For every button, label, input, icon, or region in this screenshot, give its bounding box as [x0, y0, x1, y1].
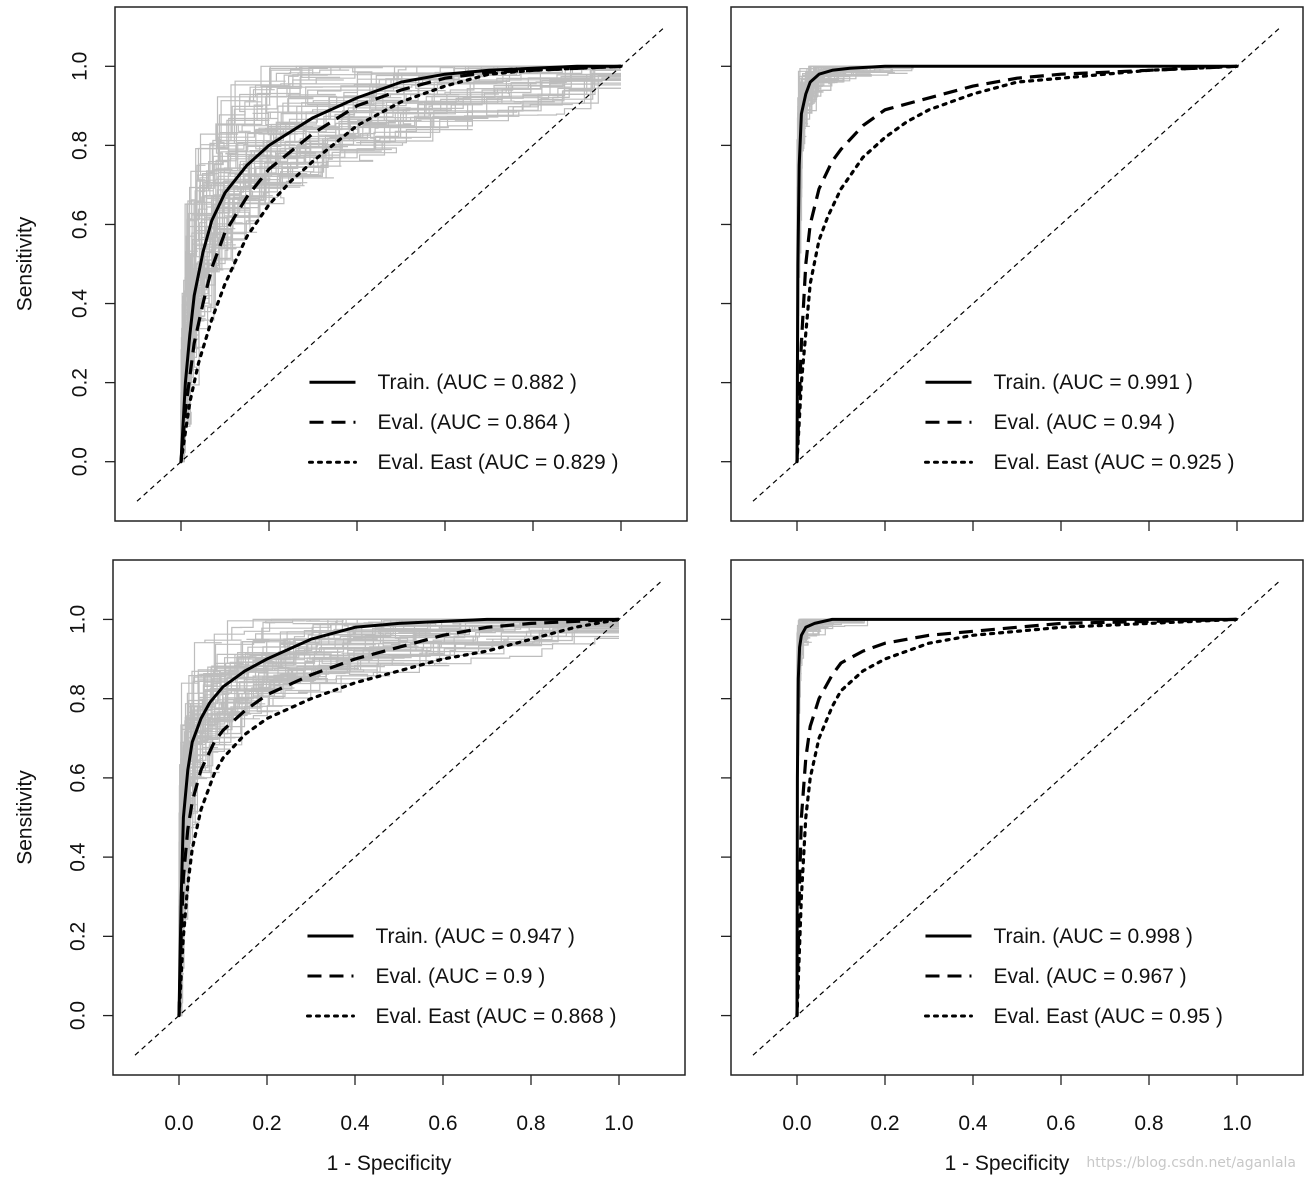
panel-bottom-left: 0.0 0.0 0.2 0.2 0.4 0.4 0.6 0.6 0.8 0.8 1.0 1.0 1 - …	[14, 559, 686, 1175]
panel-top-right: Train. (AUC = 0.991 ) Eval. (AUC = 0.94 )…	[721, 6, 1304, 531]
series-line-dotted	[179, 64, 623, 464]
bootstrap-curve	[180, 69, 621, 462]
x-tick-label: 0.4	[958, 1112, 988, 1135]
diagonal-reference-line	[134, 579, 664, 1056]
y-tick-label: 0.4	[67, 842, 90, 872]
plot-area	[752, 579, 1282, 1056]
legend-label: Eval. East (AUC = 0.95 )	[993, 1005, 1222, 1028]
bootstrap-curve	[180, 74, 621, 463]
legend-label: Train. (AUC = 0.991 )	[993, 371, 1192, 394]
legend-label: Eval. East (AUC = 0.829 )	[377, 451, 618, 474]
y-tick-label: 0.4	[69, 289, 92, 319]
x-tick-label: 1.0	[1222, 1112, 1251, 1135]
x-tick-label: 0.0	[782, 1112, 811, 1135]
legend: Train. (AUC = 0.991 ) Eval. (AUC = 0.94 )…	[923, 371, 1235, 474]
plot-area	[752, 26, 1282, 502]
legend-label: Eval. (AUC = 0.9 )	[375, 965, 545, 988]
series-line-dashed	[795, 617, 1238, 1016]
x-tick-label: 0.6	[428, 1112, 457, 1135]
x-axis-title: 1 - Specificity	[327, 1152, 452, 1175]
legend: Train. (AUC = 0.998 ) Eval. (AUC = 0.967 …	[923, 925, 1223, 1028]
legend-label: Eval. (AUC = 0.94 )	[993, 411, 1174, 434]
y-tick-label: 0.0	[69, 447, 92, 476]
y-tick-label: 1.0	[69, 52, 92, 81]
x-tick-label: 0.2	[870, 1112, 899, 1135]
x-tick-label: 1.0	[604, 1112, 633, 1135]
bootstrap-curve	[180, 65, 621, 462]
x-tick-label: 0.8	[1134, 1112, 1163, 1135]
x-tick-label: 0.2	[252, 1112, 281, 1135]
diagonal-reference-line	[752, 26, 1282, 502]
series-line-solid	[795, 64, 1237, 462]
y-tick-label: 1.0	[67, 605, 90, 634]
series-line-dashed	[177, 617, 620, 1016]
y-tick-label: 0.8	[69, 131, 92, 160]
legend-label: Train. (AUC = 0.998 )	[993, 925, 1192, 948]
bootstrap-curve	[181, 78, 621, 463]
x-tick-label: 0.4	[340, 1112, 370, 1135]
legend-label: Eval. (AUC = 0.864 )	[377, 411, 570, 434]
legend-label: Train. (AUC = 0.947 )	[375, 925, 574, 948]
series-line-solid	[795, 617, 1237, 1016]
watermark: https://blog.csdn.net/aganlala	[1086, 1155, 1296, 1171]
series-line-solid	[179, 64, 621, 462]
legend: Train. (AUC = 0.947 ) Eval. (AUC = 0.9 ) E…	[305, 925, 617, 1028]
diagonal-reference-line	[752, 579, 1282, 1056]
bootstrap-curve	[179, 637, 619, 1017]
panel-bottom-right: 0.0 0.2 0.4 0.6 0.8 1.0 1 - Specificity Train. …	[721, 559, 1304, 1175]
plot-area	[134, 579, 664, 1056]
panel-top-left: 0.0 0.2 0.4 0.6 0.8 1.0 Sensitivity Train. (AUC…	[14, 6, 688, 531]
x-tick-label: 0.0	[164, 1112, 193, 1135]
bootstrap-curve	[178, 618, 619, 1016]
y-tick-label: 0.0	[67, 1001, 90, 1030]
y-tick-label: 0.6	[67, 763, 90, 792]
y-axis-title: Sensitivity	[14, 770, 37, 865]
y-axis-title: Sensitivity	[14, 216, 37, 311]
bootstrap-curve	[180, 65, 621, 462]
series-line-dotted	[177, 617, 621, 1018]
series-line-dotted	[795, 64, 1239, 464]
x-tick-label: 0.6	[1046, 1112, 1075, 1135]
legend-label: Train. (AUC = 0.882 )	[377, 371, 576, 394]
y-tick-label: 0.8	[67, 684, 90, 713]
legend-label: Eval. East (AUC = 0.925 )	[993, 451, 1234, 474]
plot-area	[136, 26, 666, 502]
legend-label: Eval. (AUC = 0.967 )	[993, 965, 1186, 988]
y-tick-label: 0.2	[69, 368, 92, 397]
diagonal-reference-line	[136, 26, 666, 502]
y-tick-label: 0.6	[69, 210, 92, 239]
x-tick-label: 0.8	[516, 1112, 545, 1135]
series-line-solid	[177, 617, 619, 1016]
legend: Train. (AUC = 0.882 ) Eval. (AUC = 0.864 …	[307, 371, 619, 474]
series-line-dotted	[795, 617, 1239, 1018]
bootstrap-curve	[180, 79, 621, 462]
legend-label: Eval. East (AUC = 0.868 )	[375, 1005, 616, 1028]
y-tick-label: 0.2	[67, 922, 90, 951]
x-axis-title: 1 - Specificity	[945, 1152, 1070, 1175]
bootstrap-curve	[179, 632, 619, 1017]
series-line-dashed	[795, 64, 1238, 462]
